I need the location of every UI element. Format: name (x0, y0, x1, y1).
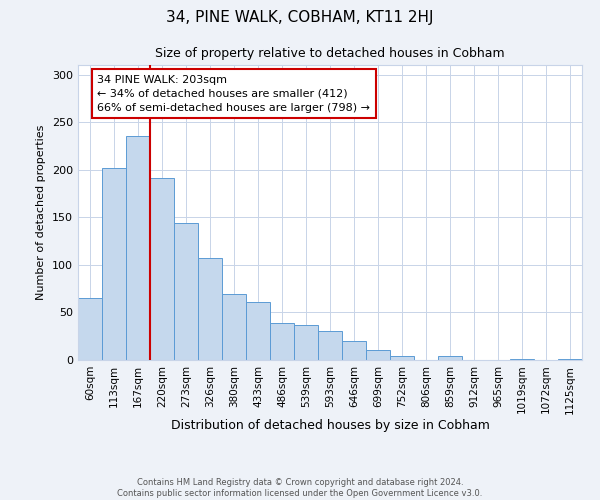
Bar (246, 302, 270, 360)
Text: 34 PINE WALK: 203sqm
← 34% of detached houses are smaller (412)
66% of semi-deta: 34 PINE WALK: 203sqm ← 34% of detached h… (97, 74, 370, 112)
Y-axis label: Number of detached properties: Number of detached properties (37, 125, 46, 300)
Text: Contains HM Land Registry data © Crown copyright and database right 2024.
Contai: Contains HM Land Registry data © Crown c… (118, 478, 482, 498)
Title: Size of property relative to detached houses in Cobham: Size of property relative to detached ho… (155, 46, 505, 60)
Bar (150, 178, 174, 360)
Bar (222, 294, 246, 360)
Bar (390, 356, 414, 360)
Bar (126, 136, 150, 360)
Text: 34, PINE WALK, COBHAM, KT11 2HJ: 34, PINE WALK, COBHAM, KT11 2HJ (166, 10, 434, 25)
Bar (510, 359, 534, 360)
Bar (198, 258, 222, 360)
Bar (438, 356, 462, 360)
Bar (342, 341, 366, 360)
X-axis label: Distribution of detached houses by size in Cobham: Distribution of detached houses by size … (170, 419, 490, 432)
Bar (270, 323, 294, 360)
Bar (78, 298, 102, 360)
Bar (366, 350, 390, 360)
Bar (294, 325, 318, 360)
Bar (318, 332, 342, 360)
Bar (102, 168, 126, 360)
Bar (174, 223, 198, 360)
Bar (558, 359, 582, 360)
